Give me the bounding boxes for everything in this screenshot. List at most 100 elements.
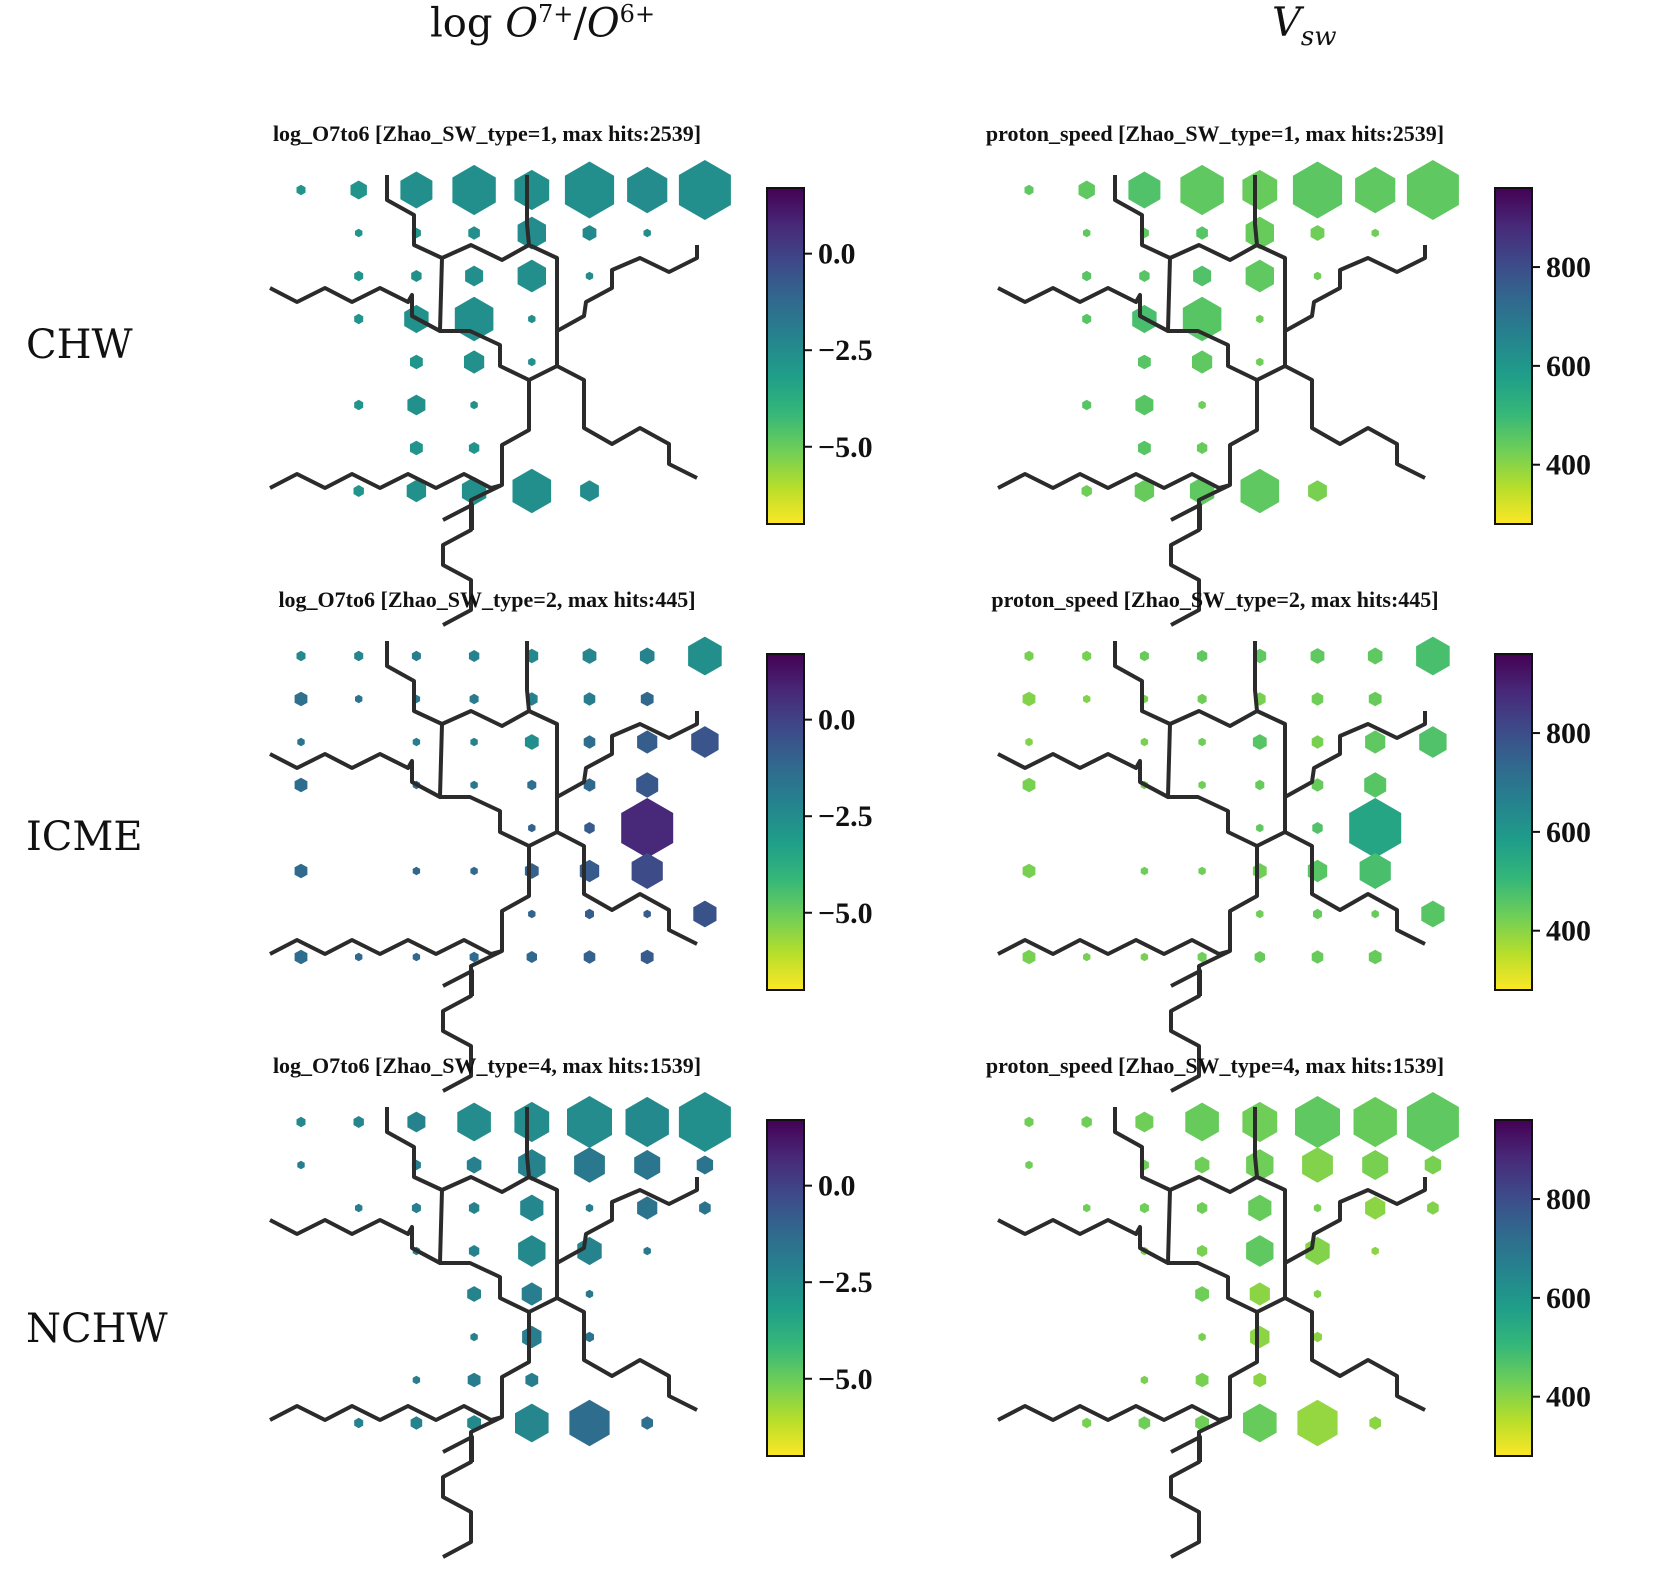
cluster-boundary [997, 222, 1427, 333]
panel-2: proton_speed [Zhao_SW_type=1, max hits:2… [986, 121, 1591, 627]
hex-cell [1139, 270, 1150, 282]
hex-cell [1248, 1194, 1272, 1222]
hex-cell [583, 950, 596, 964]
hex-cell [691, 726, 719, 758]
cluster-boundary [411, 314, 559, 382]
hex-cell [518, 1149, 546, 1181]
hex-cell [517, 216, 546, 250]
cluster-boundary [1113, 175, 1171, 260]
hex-cell [1025, 1160, 1033, 1170]
cluster-boundary [997, 1154, 1427, 1265]
hex-cell [1196, 650, 1208, 662]
cluster-boundary [1284, 1296, 1426, 1412]
hex-cell [355, 952, 363, 962]
hex-cell [1242, 1101, 1278, 1143]
hex-cell [636, 772, 659, 798]
hex-cell [1198, 737, 1206, 747]
cluster-boundary [411, 1246, 559, 1314]
hex-cell [637, 730, 658, 754]
hex-cell [688, 636, 722, 676]
cluster-boundary [1170, 1435, 1202, 1462]
cluster-boundary [1139, 1246, 1287, 1314]
cluster-boundary [1169, 1312, 1259, 1559]
hex-cell [1140, 952, 1149, 962]
colorbar [766, 187, 805, 525]
hex-cell [517, 259, 546, 293]
hex-cell [1197, 693, 1207, 705]
hex-cell [514, 169, 550, 211]
cluster-boundary [269, 688, 699, 799]
hex-cell [1313, 1203, 1322, 1213]
hex-cell [412, 952, 421, 962]
colorbar-tick-label: 400 [1546, 1381, 1591, 1414]
hex-cell [1295, 1096, 1340, 1148]
hex-cell [1371, 909, 1379, 919]
hex-cell [1416, 636, 1450, 676]
hex-cell [1024, 650, 1034, 662]
hex-cell [1082, 313, 1092, 325]
hex-cell [637, 1196, 658, 1220]
cluster-boundary [442, 503, 474, 530]
hex-cell [470, 400, 478, 410]
hex-cell [1245, 259, 1274, 293]
hex-cell [621, 798, 674, 858]
hex-cell [585, 271, 594, 281]
hex-cell [1022, 949, 1036, 965]
hex-cell [569, 1399, 610, 1447]
panel-title: log_O7to6 [Zhao_SW_type=2, max hits:445] [278, 587, 695, 612]
cluster-boundary [997, 938, 1231, 956]
hex-cell [407, 394, 426, 416]
cluster-boundary [442, 1435, 474, 1462]
hex-cell [520, 1194, 544, 1222]
hex-cell [639, 647, 655, 665]
hex-cell [524, 734, 539, 750]
hex-cell [643, 1246, 651, 1256]
hex-cell [515, 1403, 549, 1443]
panel-title: proton_speed [Zhao_SW_type=1, max hits:2… [986, 121, 1444, 146]
hex-cell [1308, 480, 1327, 502]
hex-cell [465, 265, 484, 287]
hex-cell [1198, 780, 1206, 790]
cluster-boundary [442, 969, 474, 996]
hex-cell [1302, 1147, 1333, 1183]
hex-cell [631, 853, 663, 889]
hex-cell [1310, 225, 1325, 241]
hex-cell [400, 171, 433, 209]
hex-cell [1024, 1116, 1034, 1128]
hex-cell [355, 228, 363, 238]
cluster-boundary [385, 175, 443, 260]
hex-cell [1197, 951, 1207, 963]
row-label-chw: CHW [26, 322, 133, 368]
hex-cell [585, 1289, 594, 1299]
hex-cell [643, 909, 651, 919]
hex-cell [1313, 908, 1322, 920]
hex-cell [1367, 647, 1383, 665]
hex-cell [1243, 1403, 1277, 1443]
hex-cell [584, 822, 595, 834]
hex-cell [1250, 1325, 1270, 1349]
hex-cell [1240, 468, 1280, 514]
cluster-boundary [269, 472, 503, 490]
hex-cell [1256, 909, 1264, 919]
hex-cell [1083, 1203, 1091, 1213]
hex-cell [1128, 171, 1161, 209]
hex-cell [467, 1286, 481, 1302]
hex-cell [464, 350, 485, 374]
hex-cell [1313, 1331, 1322, 1343]
hex-cell [1311, 735, 1324, 749]
hex-cell [699, 1201, 711, 1215]
hex-cell [574, 1147, 605, 1183]
hex-cell [528, 909, 536, 919]
colorbar-tick-label: 800 [1546, 251, 1591, 284]
hex-cell [582, 225, 597, 241]
hex-cell [1312, 822, 1323, 834]
hex-cell [1135, 1111, 1154, 1133]
colorbar [766, 1119, 805, 1457]
hex-cell [1427, 1201, 1439, 1215]
hex-cell [585, 1203, 594, 1213]
hex-cell [470, 737, 478, 747]
hex-cell [1246, 1149, 1274, 1181]
cluster-boundary [1284, 830, 1426, 946]
hex-cell [1083, 694, 1091, 704]
hex-cell [1253, 1372, 1267, 1388]
